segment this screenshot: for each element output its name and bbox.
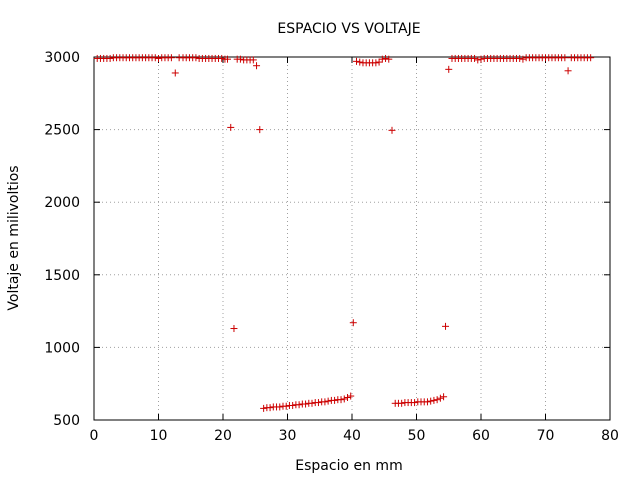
data-point (436, 394, 444, 402)
y-tick-label: 1500 (44, 268, 80, 284)
y-tick-label: 3000 (44, 50, 80, 66)
data-point (167, 54, 175, 62)
data-point (474, 56, 482, 64)
data-point (266, 404, 274, 412)
data-point (151, 54, 159, 62)
data-point (224, 55, 232, 63)
data-point (477, 55, 485, 63)
x-tick-label: 80 (601, 428, 619, 444)
data-point (398, 399, 406, 407)
x-tick-label: 40 (343, 428, 361, 444)
data-point (430, 396, 438, 404)
data-point (282, 402, 290, 410)
data-point (171, 69, 179, 77)
y-axis-label: Voltaje en milivoltios (6, 165, 22, 310)
data-point (236, 55, 244, 63)
data-point (347, 392, 355, 400)
data-point (516, 54, 524, 62)
y-tick-label: 2000 (44, 195, 80, 211)
data-point (256, 126, 264, 134)
data-point (331, 396, 339, 404)
data-point (440, 393, 448, 401)
data-point (561, 54, 569, 62)
y-tick-label: 2500 (44, 123, 80, 139)
x-tick-label: 10 (150, 428, 168, 444)
data-point (382, 54, 390, 62)
data-point (302, 400, 310, 408)
data-point (423, 398, 431, 406)
data-point (337, 396, 345, 404)
data-point (353, 57, 361, 65)
y-tick-label: 1000 (44, 340, 80, 356)
x-tick-label: 30 (279, 428, 297, 444)
x-tick-label: 70 (537, 428, 555, 444)
data-point (471, 54, 479, 62)
x-axis-label: Espacio en mm (295, 458, 402, 474)
data-point (378, 55, 386, 63)
data-point (155, 54, 162, 62)
data-point (289, 401, 297, 409)
data-point (295, 401, 303, 409)
data-point (564, 67, 572, 75)
data-point (321, 398, 329, 406)
data-point (385, 55, 393, 63)
data-point (253, 62, 261, 70)
x-tick-label: 50 (408, 428, 426, 444)
y-tick-label: 500 (53, 413, 80, 429)
chart-title: ESPACIO VS VOLTAJE (277, 21, 420, 37)
data-point (343, 393, 351, 401)
data-markers (93, 54, 595, 412)
data-point (192, 54, 200, 62)
data-point (388, 126, 396, 134)
data-point (218, 54, 226, 62)
data-point (519, 55, 527, 63)
data-point (442, 322, 450, 330)
data-point (433, 396, 441, 404)
axis-ticks: 0 10 20 30 40 50 60 70 80 500 1000 1500 2000 2500 3000 (44, 50, 619, 444)
data-point (314, 399, 322, 407)
data-point (427, 397, 435, 405)
data-point (349, 319, 357, 327)
data-point (411, 399, 419, 407)
data-point (106, 54, 114, 62)
data-point (340, 395, 348, 403)
x-tick-label: 60 (472, 428, 490, 444)
data-point (308, 399, 316, 407)
data-point (372, 59, 380, 67)
data-point (445, 65, 453, 73)
grid (94, 57, 610, 420)
data-point (249, 56, 257, 64)
x-tick-label: 0 (90, 428, 99, 444)
data-point (356, 58, 364, 66)
data-point (227, 123, 235, 131)
data-point (276, 403, 284, 411)
data-point (260, 404, 268, 412)
data-point (324, 397, 332, 405)
x-tick-label: 20 (214, 428, 232, 444)
data-point (587, 54, 595, 62)
data-point (230, 325, 238, 333)
data-point (375, 58, 383, 66)
